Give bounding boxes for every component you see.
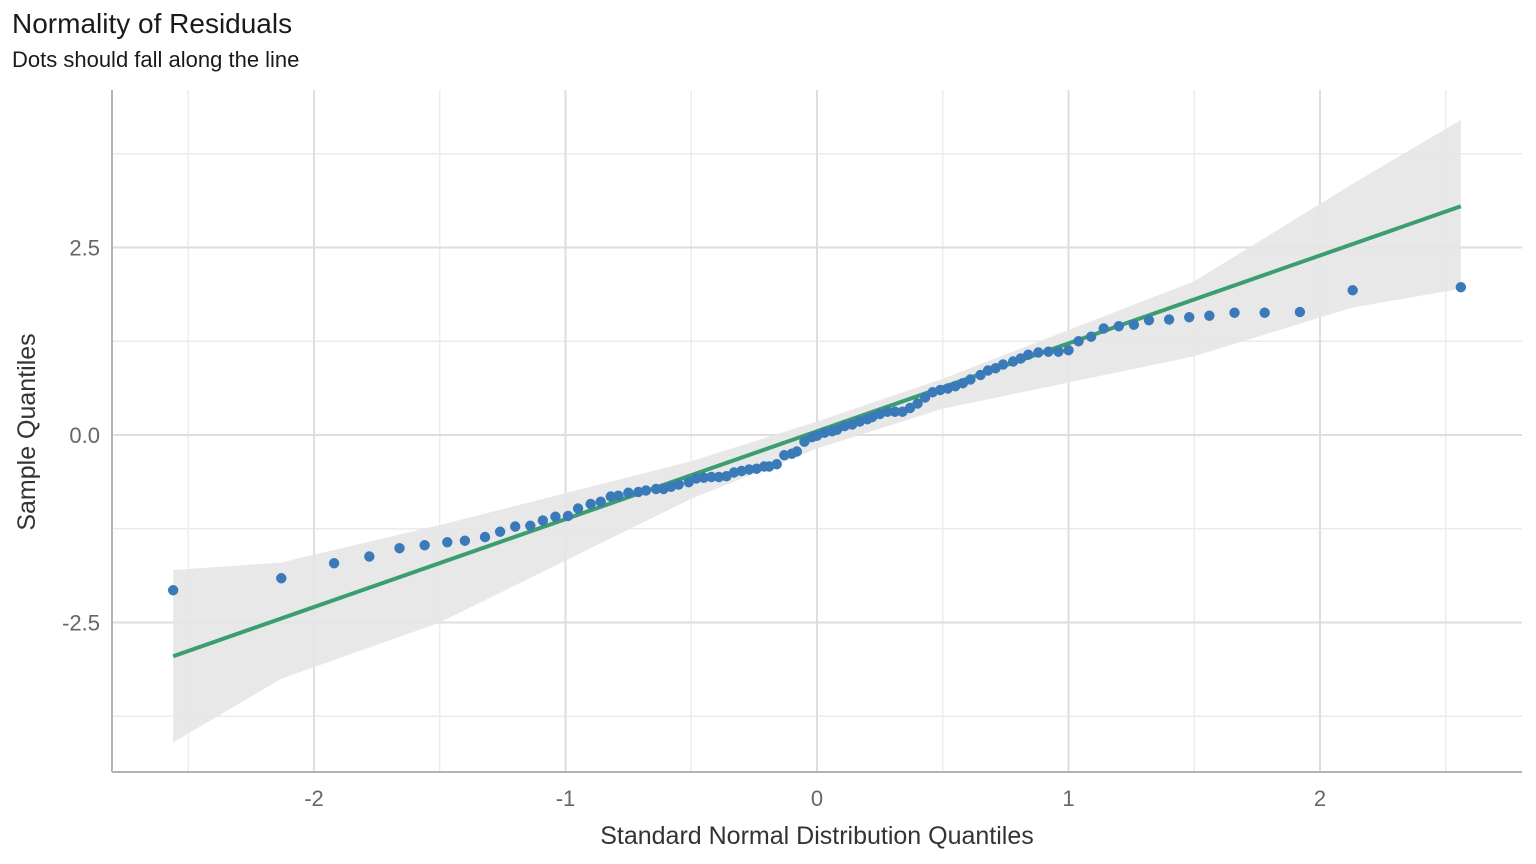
data-point — [605, 491, 616, 502]
data-point — [1184, 312, 1195, 323]
data-point — [1347, 285, 1358, 296]
data-point — [1085, 331, 1097, 342]
data-point — [459, 535, 471, 546]
data-point — [698, 472, 710, 483]
data-point — [1063, 345, 1074, 356]
data-point — [419, 540, 430, 551]
data-point — [550, 511, 561, 522]
data-point — [1294, 306, 1306, 318]
data-point — [975, 369, 986, 381]
data-point — [562, 510, 574, 522]
data-point — [613, 490, 624, 501]
y-tick-label: 2.5 — [69, 236, 100, 261]
data-point — [525, 520, 536, 531]
x-tick-label: 1 — [1062, 786, 1074, 811]
data-point — [1073, 336, 1084, 347]
x-tick-label: -2 — [304, 786, 324, 811]
data-point — [394, 543, 405, 554]
data-point — [799, 436, 810, 447]
data-point — [572, 503, 584, 514]
x-axis-label: Standard Normal Distribution Quantiles — [600, 822, 1034, 850]
data-point — [623, 487, 634, 498]
y-tick-labels: -2.5 0.0 2.5 — [62, 236, 100, 636]
data-point — [494, 526, 506, 537]
data-point — [882, 406, 893, 417]
data-point — [1023, 349, 1034, 360]
axes-layer — [111, 90, 1522, 773]
data-point — [1043, 346, 1054, 357]
x-tick-labels: -2 -1 0 1 2 — [304, 786, 1326, 811]
data-point — [713, 471, 725, 483]
data-point — [1204, 310, 1215, 321]
data-point — [537, 515, 549, 526]
data-point — [650, 483, 662, 495]
x-tick-label: -1 — [556, 786, 576, 811]
data-point — [904, 402, 916, 414]
data-point — [743, 464, 755, 475]
data-point — [791, 446, 803, 457]
chart-subtitle: Dots should fall along the line — [12, 47, 300, 72]
data-point — [965, 374, 976, 385]
data-point — [1229, 307, 1240, 318]
data-point — [1033, 347, 1044, 358]
data-point — [706, 471, 717, 483]
data-point — [912, 398, 923, 409]
x-tick-label: 2 — [1314, 786, 1326, 811]
chart-title: Normality of Residuals — [12, 8, 293, 39]
data-point — [479, 531, 491, 543]
data-point — [1128, 319, 1140, 330]
data-point — [771, 459, 782, 470]
data-point — [691, 473, 702, 484]
data-point — [1163, 314, 1175, 325]
data-point — [1143, 315, 1155, 326]
data-point — [919, 392, 931, 403]
data-point — [1259, 307, 1270, 318]
data-point — [167, 585, 179, 596]
data-point — [1098, 323, 1109, 334]
data-point — [510, 521, 521, 532]
data-point — [640, 485, 652, 496]
y-tick-label: -2.5 — [62, 611, 100, 636]
data-point — [328, 558, 340, 569]
data-point — [364, 551, 375, 562]
data-point — [1053, 346, 1064, 357]
y-tick-label: 0.0 — [69, 423, 100, 448]
x-tick-label: 0 — [811, 786, 823, 811]
y-axis-label: Sample Quantiles — [13, 333, 41, 530]
data-point — [442, 537, 453, 548]
data-point — [997, 359, 1009, 370]
data-point — [1113, 321, 1125, 332]
points-layer — [167, 282, 1467, 596]
data-point — [276, 573, 287, 584]
data-point — [673, 479, 684, 490]
data-point — [1455, 282, 1467, 293]
data-point — [889, 406, 901, 417]
data-point — [595, 496, 606, 507]
data-point — [585, 498, 596, 510]
